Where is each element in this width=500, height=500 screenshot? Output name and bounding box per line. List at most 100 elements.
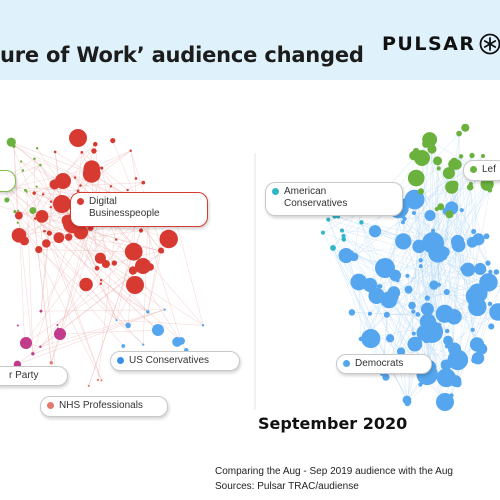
network-node (400, 220, 406, 225)
network-edge (322, 216, 335, 233)
network-node (466, 183, 474, 191)
network-node (33, 217, 37, 220)
network-node (146, 310, 150, 314)
network-edge (400, 190, 491, 352)
network-edge (411, 155, 473, 306)
network-edge (332, 247, 408, 401)
network-edge (50, 227, 91, 363)
network-edge (454, 310, 478, 350)
network-edge (383, 289, 409, 367)
network-node (487, 301, 493, 307)
network-node (87, 384, 90, 387)
network-node (56, 323, 59, 326)
cluster-label-democrats: Democrats (336, 354, 432, 374)
network-edge (346, 255, 500, 288)
network-node (23, 188, 27, 192)
network-node (330, 245, 336, 251)
network-edge (32, 309, 165, 355)
cluster-label-text: US Conservatives (129, 355, 210, 366)
network-edge (411, 139, 430, 306)
network-edge (425, 143, 462, 240)
network-node (32, 191, 36, 195)
network-edge (100, 257, 204, 326)
network-edge (100, 280, 148, 313)
network-edge (100, 283, 148, 313)
network-node (13, 210, 17, 214)
network-edge (460, 156, 475, 361)
network-edge (59, 329, 159, 335)
network-node (94, 265, 100, 271)
cluster-label-text: Digital Businesspeople (89, 196, 160, 219)
cluster-dot (343, 360, 350, 367)
network-edge (438, 156, 462, 285)
network-node (488, 323, 495, 330)
asterisk-circle-icon (480, 33, 500, 55)
network-node (100, 379, 103, 382)
network-node (417, 188, 425, 195)
cluster-dot (77, 198, 84, 205)
network-node (39, 163, 42, 167)
network-node (35, 147, 39, 150)
network-node (53, 150, 57, 154)
network-node (49, 206, 52, 209)
network-edge (17, 222, 124, 347)
network-node (110, 137, 116, 144)
network-edge (6, 164, 41, 201)
network-node (65, 233, 73, 241)
network-node (111, 260, 117, 266)
network-edge (414, 199, 478, 345)
network-node (115, 238, 118, 241)
network-node (94, 252, 106, 264)
network-node (53, 232, 65, 244)
network-node (348, 309, 356, 316)
network-edge (12, 168, 92, 188)
network-edge (451, 207, 489, 264)
network-node (472, 233, 485, 246)
network-edge (445, 211, 456, 362)
network-node (383, 311, 390, 318)
network-node (16, 324, 19, 327)
network-edge (369, 164, 457, 314)
network-edge (393, 292, 429, 362)
network-node (446, 309, 462, 325)
network-node (368, 225, 382, 238)
network-edge (413, 212, 434, 231)
network-edge (11, 141, 92, 175)
network-node (411, 309, 416, 314)
network-edge (81, 152, 128, 191)
network-edge (14, 211, 87, 285)
network-node (46, 230, 52, 236)
network-node (404, 400, 411, 407)
network-node (405, 273, 410, 278)
network-node (99, 279, 103, 282)
network-node (79, 184, 82, 187)
network-node (17, 209, 20, 212)
network-edge (13, 146, 19, 223)
network-node (340, 228, 345, 233)
network-node (359, 220, 364, 225)
network-node (407, 336, 423, 352)
network-node (433, 156, 443, 166)
network-node (422, 232, 444, 254)
network-node (6, 137, 16, 147)
network-node (49, 200, 53, 203)
network-edge (101, 150, 131, 169)
network-edge (80, 182, 144, 186)
network-node (459, 208, 464, 213)
network-edge (12, 186, 79, 192)
network-node (73, 176, 77, 179)
network-node (201, 324, 205, 327)
network-node (460, 265, 467, 272)
network-node (424, 295, 430, 301)
network-edge (328, 219, 371, 314)
network-node (128, 266, 138, 275)
network-node (21, 169, 25, 172)
network-node (126, 276, 144, 294)
network-node (163, 308, 166, 311)
network-node (411, 210, 417, 216)
network-edge (22, 194, 44, 236)
network-edge (427, 184, 488, 322)
pulsar-logo: PULSAR (382, 33, 500, 55)
network-node (443, 335, 454, 346)
